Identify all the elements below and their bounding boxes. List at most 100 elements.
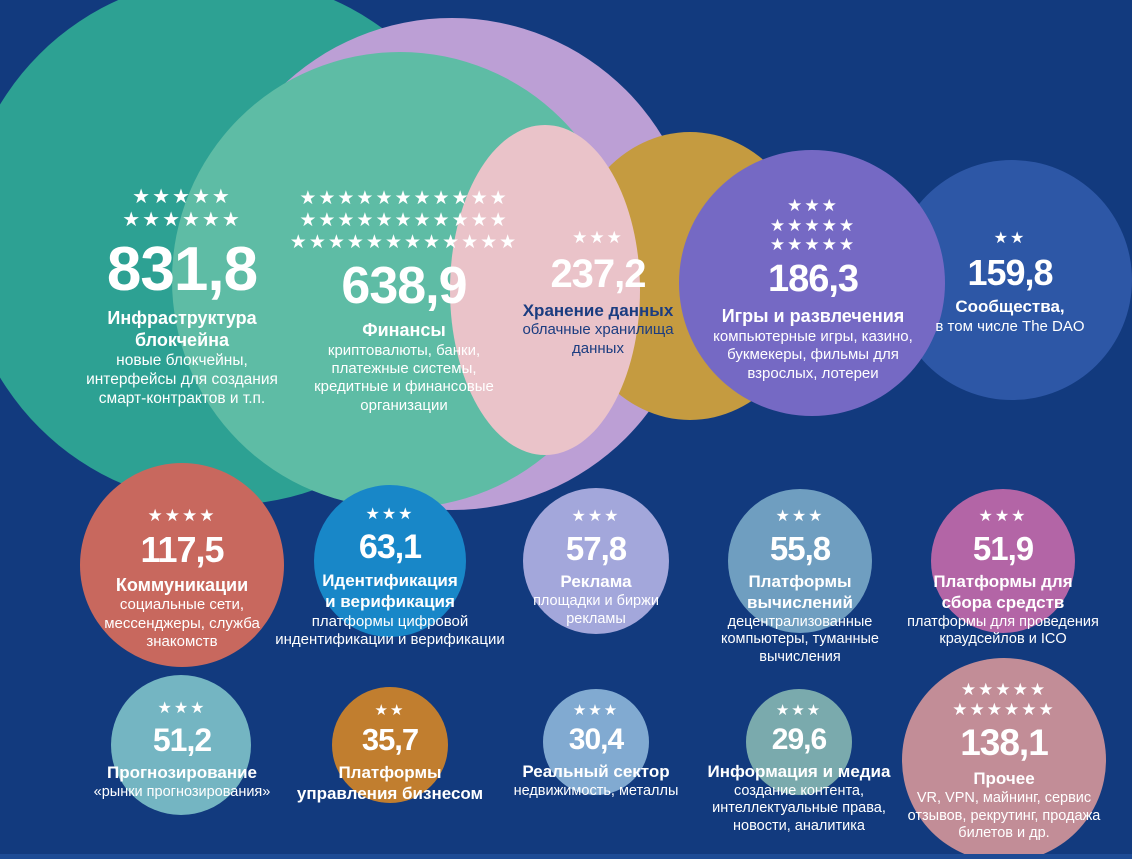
bubble-circle-media <box>746 689 852 795</box>
bubble-label-communications: ★★★★ 117,5 Коммуникации социальные сети, мес… <box>72 506 292 651</box>
bubble-circle-other <box>902 658 1106 859</box>
bubble-title: Финансы <box>362 319 446 340</box>
bubble-circle-fundraising <box>931 489 1075 633</box>
bubble-label-storage: ★★★ 237,2 Хранение данных облачные хранилищ… <box>493 228 703 358</box>
bubble-subtitle: платежные системы, <box>331 359 477 377</box>
star-row-icon: ★★ <box>374 702 406 719</box>
bubble-value: 51,9 <box>972 529 1034 567</box>
bubble-label-finance: ★★★★★★★★★★★ ★★★★★★★★★★★ ★★★★★★★★★★★★ 638,9 Ф… <box>269 188 539 415</box>
bubble-subtitle: интерфейсы для создания <box>86 371 278 389</box>
bubble-label-infrastructure: ★★★★★ ★★★★★★ 831,8 Инфраструктура блокчейна н… <box>57 186 307 409</box>
bubble-title: Игры и развлечения <box>721 306 905 327</box>
bubble-value: 35,7 <box>361 722 419 758</box>
bubble-subtitle: платформы для проведения <box>907 613 1099 630</box>
star-row-icon: ★★★ <box>365 506 415 523</box>
bubble-title: управления бизнесом <box>296 783 484 803</box>
bubble-subtitle: «рынки прогнозирования» <box>93 783 271 800</box>
bubble-circle-forecasting <box>111 675 251 815</box>
bubble-circle-identification <box>314 485 466 637</box>
bubble-label-identification: ★★★ 63,1 Идентификация и верификация платфор… <box>260 506 520 649</box>
star-row-icon: ★★★ <box>572 702 620 719</box>
bubble-subtitle: новости, аналитика <box>733 818 865 834</box>
star-row-icon: ★★ <box>993 230 1027 247</box>
bubble-title: и верификация <box>325 591 455 611</box>
star-row-icon: ★★★★★ <box>769 215 857 235</box>
bubble-value: 138,1 <box>960 722 1049 764</box>
bubble-label-business: ★★ 35,7 Платформы управления бизнесом <box>265 702 515 804</box>
bubble-title: Прочее <box>973 769 1035 789</box>
bubble-title: вычислений <box>747 592 853 612</box>
star-row-icon: ★★★★★ <box>960 680 1048 699</box>
bubble-label-communities: ★★ 159,8 Сообщества, в том числе The DAO <box>900 230 1120 336</box>
bubble-subtitle: VR, VPN, майнинг, сервис <box>916 790 1092 807</box>
bubble-title: Сообщества, <box>955 297 1065 317</box>
bubble-subtitle: площадки и биржи <box>533 592 659 609</box>
bubble-subtitle: вычисления <box>759 649 841 666</box>
bubble-label-games: ★★★ ★★★★★ ★★★★★ 186,3 Игры и развлечения комп… <box>688 196 938 383</box>
bubble-title: блокчейна <box>134 330 230 351</box>
bubble-subtitle: облачные хранилища <box>522 321 674 339</box>
star-row-icon: ★★★★★★★★★★★★ <box>289 232 519 254</box>
bubble-title: Реальный сектор <box>522 761 670 781</box>
star-row-icon: ★★★ <box>787 196 839 215</box>
bubble-circle-computing <box>728 489 872 633</box>
bubble-circle-communications <box>80 463 284 667</box>
bubble-subtitle: платформы цифровой <box>311 612 469 630</box>
bubble-subtitle: отзывов, рекрутинг, продажа <box>907 807 1101 824</box>
bubble-subtitle: билетов и др. <box>958 825 1050 842</box>
bubble-subtitle: знакомств <box>146 633 218 651</box>
bubble-subtitle: социальные сети, <box>119 596 245 614</box>
bottom-accent-bar <box>0 854 1132 859</box>
star-row-icon: ★★★★★★★★★★★ <box>299 188 509 209</box>
bubble-value: 186,3 <box>767 258 859 301</box>
star-row-icon: ★★★ <box>571 508 621 525</box>
star-row-icon: ★★★★★★ <box>952 699 1056 719</box>
star-row-icon: ★★★ <box>775 702 823 719</box>
bubble-label-media: ★★★ 29,6 Информация и медиа создание контен… <box>679 702 919 836</box>
bubble-subtitle: компьютерные игры, казино, <box>713 328 913 345</box>
bubble-value: 831,8 <box>106 235 258 305</box>
bubble-subtitle: мессенджеры, служба <box>104 614 260 632</box>
bubble-value: 57,8 <box>565 529 627 567</box>
bubble-value: 30,4 <box>568 723 624 757</box>
bubble-title: Платформы <box>338 762 442 782</box>
bubble-subtitle: недвижимость, металлы <box>513 782 679 799</box>
bubble-subtitle: интеллектуальные права, <box>712 800 886 817</box>
bubble-subtitle: криптовалюты, банки, <box>327 341 481 359</box>
bubble-subtitle: смарт-контрактов и т.п. <box>98 390 266 408</box>
bubble-label-other: ★★★★★ ★★★★★★ 138,1 Прочее VR, VPN, майнинг, … <box>884 680 1124 843</box>
bubble-value: 29,6 <box>771 723 827 757</box>
bubble-subtitle: в том числе The DAO <box>935 318 1085 336</box>
bubble-subtitle: краудсейлов и ICO <box>939 631 1067 648</box>
star-row-icon: ★★★ <box>978 508 1028 525</box>
bubble-label-computing: ★★★ 55,8 Платформы вычислений децентрализова… <box>685 508 915 667</box>
bubble-title: сбора средств <box>941 592 1065 612</box>
star-row-icon: ★★★ <box>157 700 207 717</box>
star-row-icon: ★★★★★★ <box>122 209 242 232</box>
bubble-value: 638,9 <box>341 257 467 316</box>
bubble-label-real-sector: ★★★ 30,4 Реальный сектор недвижимость, мета… <box>481 702 711 800</box>
star-row-icon: ★★★ <box>775 508 825 525</box>
bubble-value: 237,2 <box>550 251 646 296</box>
bubble-subtitle: данных <box>572 339 624 357</box>
bubble-title: Платформы <box>748 572 852 592</box>
bubble-subtitle: децентрализованные <box>727 613 873 630</box>
bubble-title: Идентификация <box>322 571 458 591</box>
bubble-circle-real-sector <box>543 689 649 795</box>
bubble-subtitle: организации <box>360 396 448 414</box>
bubble-value: 117,5 <box>140 528 224 570</box>
star-row-icon: ★★★★★★★★★★★ <box>299 210 509 232</box>
bubble-value: 159,8 <box>967 251 1053 293</box>
bubble-circle-advertising <box>523 488 669 634</box>
bubble-circle-storage <box>450 125 640 455</box>
bubble-subtitle: кредитные и финансовые <box>314 378 494 396</box>
bubble-value: 63,1 <box>358 527 422 566</box>
bubble-label-forecasting: ★★★ 51,2 Прогнозирование «рынки прогнозиров… <box>62 700 302 802</box>
bubble-subtitle: новые блокчейны, <box>116 352 248 370</box>
bubble-title: Платформы для <box>933 572 1073 592</box>
bubble-subtitle: взрослых, лотереи <box>747 364 879 382</box>
bubble-circle-games <box>679 150 945 416</box>
bubble-subtitle: создание контента, <box>733 782 865 799</box>
star-row-icon: ★★★ <box>572 228 624 247</box>
